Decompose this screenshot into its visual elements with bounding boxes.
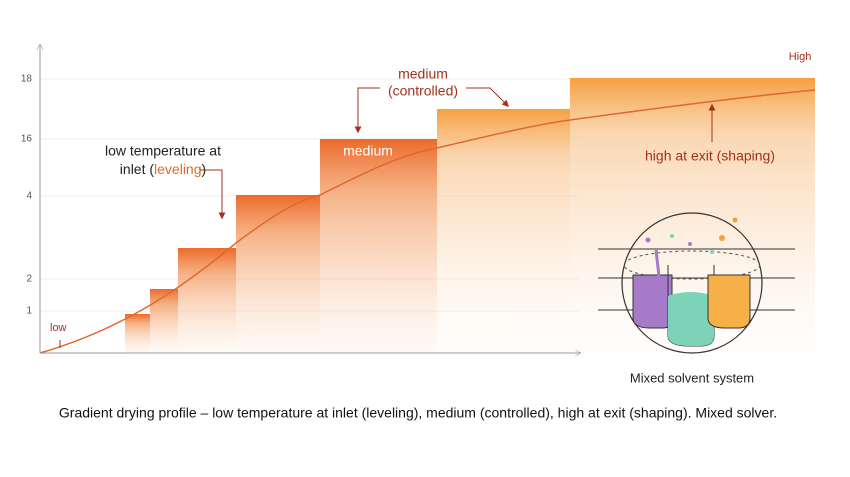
text: inlet ( xyxy=(120,161,155,177)
text: ) xyxy=(202,161,207,177)
arrow xyxy=(354,87,380,134)
medium-annotation: medium xyxy=(398,66,448,82)
y-tick-label: 16 xyxy=(21,134,33,145)
y-tick-label: 1 xyxy=(26,306,32,317)
exit-annotation: high at exit (shaping) xyxy=(645,148,775,164)
low-label: low xyxy=(50,322,67,334)
caption: Gradient drying profile – low temperatur… xyxy=(59,405,777,421)
y-tick-label: 18 xyxy=(21,74,33,85)
medium-annotation: (controlled) xyxy=(388,83,458,99)
profile-curve xyxy=(39,89,816,354)
high-label: High xyxy=(789,51,812,63)
solvent-illustration xyxy=(598,212,795,354)
arrow xyxy=(466,87,509,107)
inset-label: Mixed solvent system xyxy=(630,370,754,385)
inlet-annotation: inlet (leveling) xyxy=(120,161,206,177)
y-tick-label: 2 xyxy=(26,274,32,285)
text: leveling xyxy=(154,161,201,177)
arrow xyxy=(200,169,226,220)
y-tick-labels: 18 16 4 2 1 xyxy=(21,74,33,317)
medium-box-label: medium xyxy=(343,143,393,159)
axes xyxy=(40,45,580,353)
y-tick-label: 4 xyxy=(26,191,32,202)
inlet-annotation: low temperature at xyxy=(105,143,221,159)
